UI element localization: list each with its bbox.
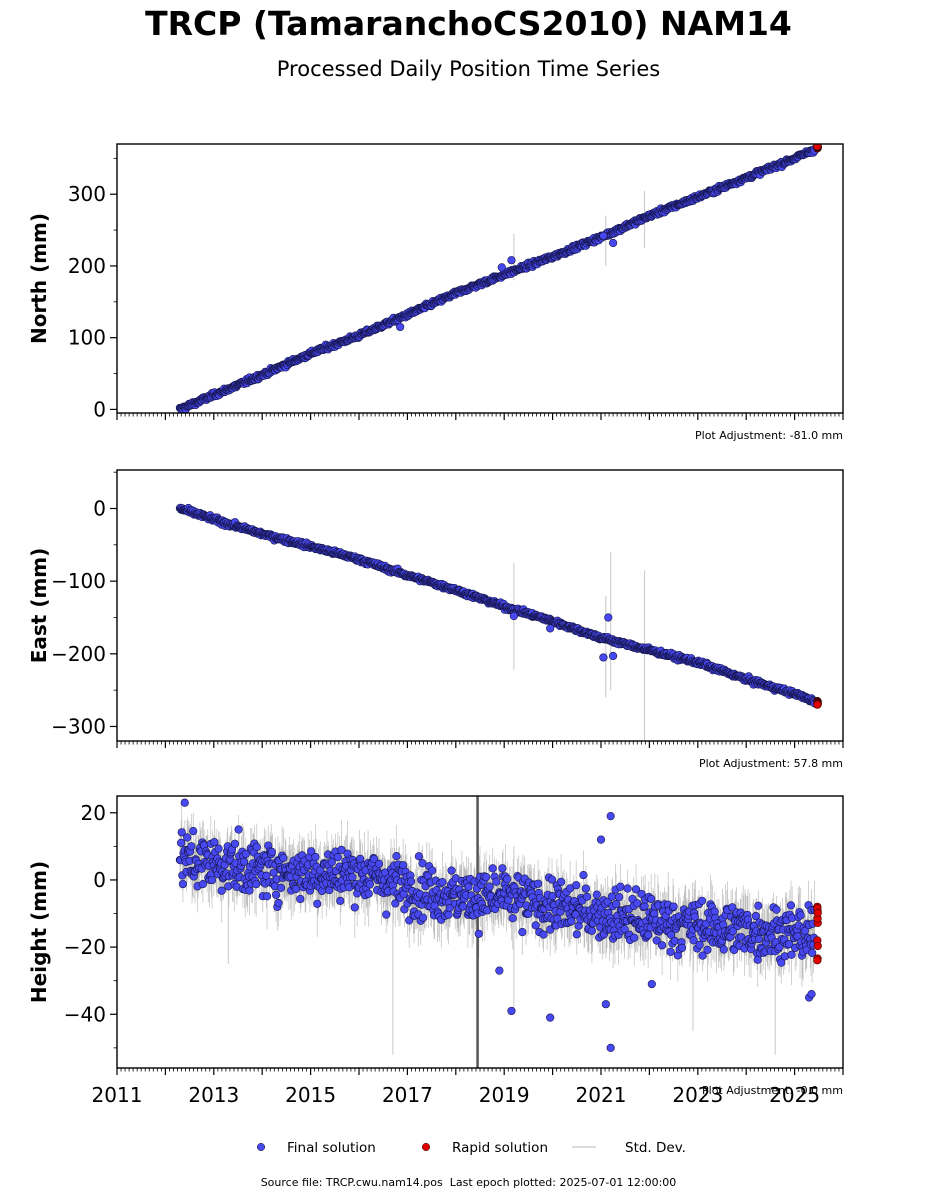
rapid-solution-point bbox=[813, 144, 822, 151]
north-final-solution-points bbox=[175, 145, 819, 413]
north-y-tick-label: 300 bbox=[68, 182, 106, 206]
east-rapid-solution-points bbox=[813, 696, 822, 709]
east-plot-adjustment: Plot Adjustment: 57.8 mm bbox=[699, 757, 843, 770]
final-solution-point bbox=[599, 231, 608, 240]
north-plot-area bbox=[175, 144, 822, 413]
north-plot-adjustment: Plot Adjustment: -81.0 mm bbox=[695, 429, 843, 442]
final-solution-point bbox=[608, 238, 618, 248]
final-solution-point bbox=[546, 624, 555, 633]
north-y-tick-label: 200 bbox=[68, 254, 106, 278]
final-solution-point bbox=[599, 653, 608, 662]
final-solution-point bbox=[507, 256, 516, 265]
final-solution-point bbox=[608, 651, 618, 661]
east-y-tick-label: −100 bbox=[51, 569, 106, 593]
east-final-solution-points bbox=[175, 503, 819, 708]
chart-title: TRCP (TamaranchoCS2010) NAM14 bbox=[145, 4, 792, 43]
north-axis-label: North (mm) bbox=[27, 213, 51, 344]
north-rapid-solution-points bbox=[813, 144, 822, 153]
east-plot-area bbox=[175, 503, 822, 741]
height-plot-area bbox=[175, 796, 822, 1068]
panel-east: 0 −100 −200 −300 East (mm) Plot Adjustment: 5… bbox=[27, 469, 844, 770]
east-y-tick-label: −300 bbox=[51, 714, 106, 738]
east-frame bbox=[116, 469, 844, 742]
east-y-tick-label: −200 bbox=[51, 642, 106, 666]
final-solution-point bbox=[497, 263, 506, 272]
final-solution-point bbox=[509, 611, 518, 621]
north-y-tick-label: 0 bbox=[93, 397, 106, 421]
chart-subtitle: Processed Daily Position Time Series bbox=[276, 57, 661, 81]
east-y-tick-label: 0 bbox=[93, 497, 106, 521]
north-y-tick-label: 100 bbox=[68, 326, 106, 350]
panel-north: 0 100 200 300 North (mm) Plot Adjustment: -81… bbox=[27, 143, 844, 442]
east-axis-label: East (mm) bbox=[27, 548, 51, 664]
rapid-solution-point bbox=[813, 700, 822, 709]
final-solution-point bbox=[396, 322, 405, 332]
final-solution-point bbox=[604, 613, 613, 622]
